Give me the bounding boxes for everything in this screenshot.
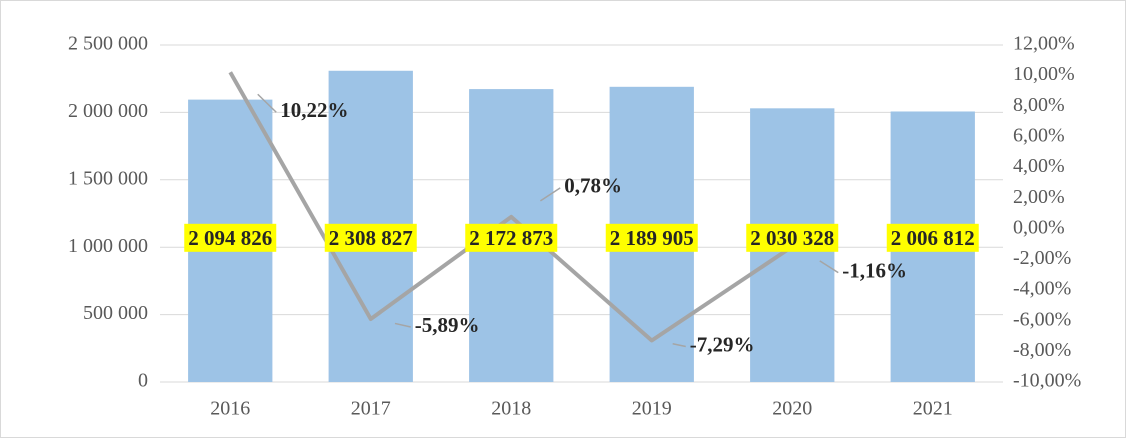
label-box <box>465 223 558 252</box>
leader-line <box>672 343 686 348</box>
y2-tick-label: 4,00% <box>1013 155 1065 177</box>
x-tick-label: 2016 <box>210 398 250 420</box>
bar-value-label: 2 189 905 <box>610 226 694 250</box>
bar-value-label-group: 2 006 812 <box>886 223 979 252</box>
y2-tick-label: 2,00% <box>1013 186 1065 208</box>
y-tick-label: 0 <box>138 370 148 392</box>
y2-tick-label: -6,00% <box>1013 308 1071 330</box>
line-value-label: 0,78% <box>564 174 622 198</box>
line-value-label: -5,89% <box>415 313 480 337</box>
y2-tick-label: -8,00% <box>1013 339 1071 361</box>
y2-tick-label: -2,00% <box>1013 247 1071 269</box>
y-tick-label: 500 000 <box>83 302 148 324</box>
x-tick-label: 2019 <box>632 398 672 420</box>
x-tick-label: 2017 <box>351 398 391 420</box>
y2-tick-label: 8,00% <box>1013 94 1065 116</box>
y2-tick-label: 10,00% <box>1013 63 1075 85</box>
bar-value-label-group: 2 094 826 <box>184 223 277 252</box>
line-value-label: 10,22% <box>280 98 348 122</box>
label-box <box>324 223 417 252</box>
bar-value-label-group: 2 030 328 <box>746 223 839 252</box>
bar-value-label-group: 2 172 873 <box>465 223 558 252</box>
label-box <box>886 223 979 252</box>
line-value-label: -7,29% <box>690 332 755 356</box>
x-tick-label: 2018 <box>491 398 531 420</box>
bar-value-label-group: 2 189 905 <box>605 223 698 252</box>
line-value-label: -1,16% <box>842 258 907 282</box>
bar-value-label: 2 172 873 <box>469 226 553 250</box>
bar-value-label: 2 030 328 <box>750 226 834 250</box>
y2-tick-label: 12,00% <box>1013 33 1075 55</box>
y-tick-label: 1 000 000 <box>68 235 148 257</box>
y2-tick-label: -4,00% <box>1013 278 1071 300</box>
x-tick-label: 2020 <box>772 398 812 420</box>
bar-value-label: 2 308 827 <box>329 226 413 250</box>
leader-line <box>257 93 277 113</box>
line <box>228 71 794 343</box>
y-tick-label: 2 500 000 <box>68 33 148 55</box>
y2-tick-label: 0,00% <box>1013 216 1065 238</box>
label-box <box>605 223 698 252</box>
label-box <box>184 223 277 252</box>
bar-value-label: 2 006 812 <box>891 226 975 250</box>
y-tick-label: 2 000 000 <box>68 100 148 122</box>
leader-line <box>819 260 839 274</box>
y-tick-label: 1 500 000 <box>68 167 148 189</box>
leader-line <box>539 187 561 202</box>
bar-value-label-group: 2 308 827 <box>324 223 417 252</box>
x-tick-label: 2021 <box>913 398 953 420</box>
bar-value-label: 2 094 826 <box>188 226 272 250</box>
y2-tick-label: -10,00% <box>1013 370 1081 392</box>
y2-tick-label: 6,00% <box>1013 125 1065 147</box>
leader-line <box>394 322 411 328</box>
label-box <box>746 223 839 252</box>
